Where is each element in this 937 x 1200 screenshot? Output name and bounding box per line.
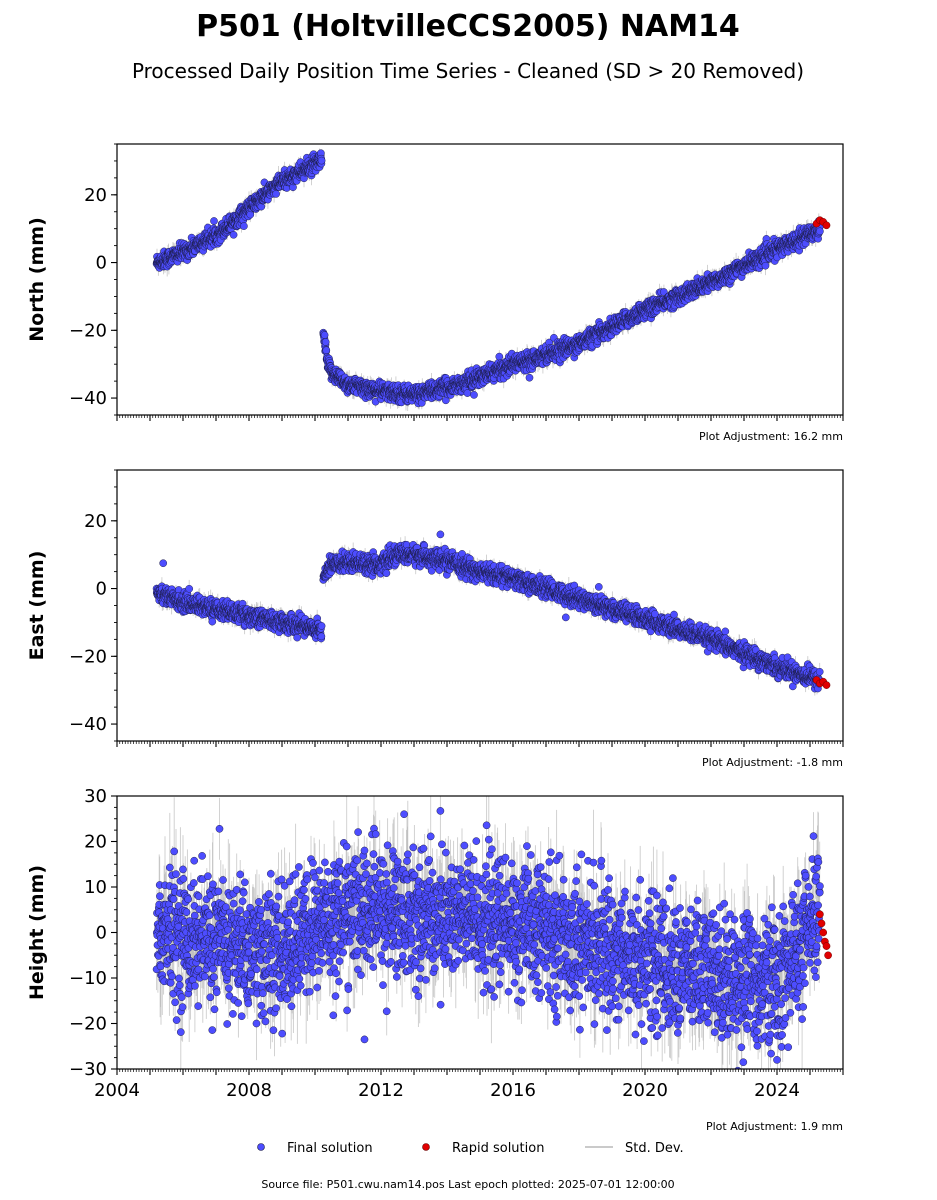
final-point (761, 261, 770, 270)
north-panel: −40 −20 0 20 North (mm) Plot Adjustment: 16.2… (26, 143, 844, 443)
final-point (272, 190, 280, 198)
y-tick-label: −40 (69, 388, 107, 409)
final-point (470, 391, 478, 399)
north-plot-area (152, 148, 831, 411)
final-point (816, 227, 824, 236)
y-tick-label: −20 (69, 320, 107, 341)
east-plot-area (152, 530, 831, 696)
chart-title: P501 (HoltvilleCCS2005) NAM14 (196, 9, 740, 44)
north-x-axis (116, 415, 844, 421)
north-plot-adjustment: Plot Adjustment: 16.2 mm (699, 430, 843, 443)
final-point (525, 373, 534, 382)
north-y-axis: −40 −20 0 20 (69, 143, 117, 416)
north-y-label: North (mm) (26, 217, 48, 342)
final-point (320, 331, 329, 339)
final-point (322, 346, 331, 355)
chart-subtitle: Processed Daily Position Time Series - C… (132, 59, 804, 83)
north-final-points (152, 149, 824, 408)
final-point (229, 230, 238, 239)
final-point (321, 338, 330, 346)
y-tick-label: 0 (96, 253, 107, 274)
final-point (210, 217, 218, 225)
final-point (246, 210, 255, 219)
rapid-point (822, 221, 831, 230)
y-tick-label: 20 (84, 185, 107, 206)
final-point (240, 222, 248, 230)
final-point (317, 156, 326, 165)
